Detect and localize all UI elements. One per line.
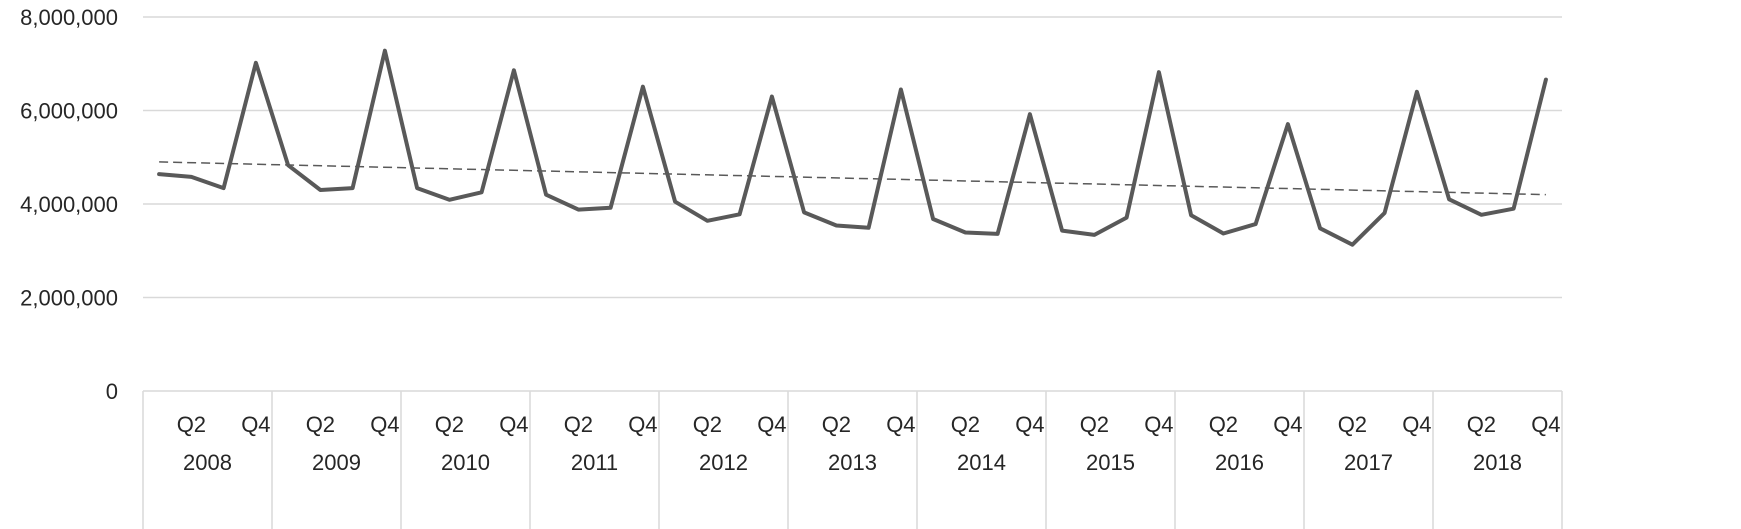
data-point [1350, 243, 1354, 247]
x-tick-label-quarter: Q4 [1273, 412, 1302, 437]
data-point [770, 94, 774, 98]
data-point [383, 49, 387, 53]
x-tick-label-quarter: Q4 [1015, 412, 1044, 437]
x-tick-label-quarter: Q2 [1080, 412, 1109, 437]
data-point [1415, 90, 1419, 94]
x-axis-tick-labels: Q2 Q4 2008 Q2 Q4 2009 Q2 Q4 2010 Q2 Q4 2011 Q2 Q4 2012… [177, 412, 1561, 475]
data-point [286, 163, 290, 167]
data-point [512, 68, 516, 72]
data-point [931, 217, 935, 221]
data-point [867, 226, 871, 230]
x-tick-label-quarter: Q2 [1467, 412, 1496, 437]
data-point [1157, 70, 1161, 74]
x-tick-label-quarter: Q4 [628, 412, 657, 437]
data-point [899, 87, 903, 91]
gridlines [143, 16, 1562, 299]
data-point [544, 193, 548, 197]
data-point [447, 198, 451, 202]
data-point [1189, 213, 1193, 217]
trendline [159, 161, 1546, 196]
data-point [157, 172, 161, 176]
data-point [189, 175, 193, 179]
x-tick-label-quarter: Q4 [1402, 412, 1431, 437]
data-point [1028, 112, 1032, 116]
x-axis [142, 390, 1563, 529]
data-point [1060, 229, 1064, 233]
y-tick-label: 4,000,000 [20, 192, 118, 217]
x-tick-label-quarter: Q2 [822, 412, 851, 437]
x-tick-label-year: 2015 [1086, 450, 1135, 475]
data-point [1286, 122, 1290, 126]
data-point [641, 85, 645, 89]
x-tick-label-quarter: Q4 [1144, 412, 1173, 437]
data-point [222, 186, 226, 190]
data-point [996, 232, 1000, 236]
data-point [415, 186, 419, 190]
x-tick-label-quarter: Q2 [306, 412, 335, 437]
y-tick-label: 6,000,000 [20, 99, 118, 124]
x-tick-label-year: 2016 [1215, 450, 1264, 475]
x-tick-label-year: 2014 [957, 450, 1006, 475]
data-point [1221, 231, 1225, 235]
data-point [351, 186, 355, 190]
x-tick-label-quarter: Q4 [370, 412, 399, 437]
x-tick-label-quarter: Q2 [564, 412, 593, 437]
data-point [738, 212, 742, 216]
data-point [802, 210, 806, 214]
y-axis-tick-labels: 0 2,000,000 4,000,000 6,000,000 8,000,000 [20, 5, 118, 404]
data-point [1318, 226, 1322, 230]
data-point [254, 61, 258, 65]
x-tick-label-quarter: Q4 [499, 412, 528, 437]
x-tick-label-quarter: Q2 [1209, 412, 1238, 437]
x-tick-label-year: 2013 [828, 450, 877, 475]
x-tick-label-quarter: Q2 [1338, 412, 1367, 437]
data-point [1544, 78, 1548, 82]
x-tick-label-year: 2011 [571, 450, 618, 475]
y-tick-label: 0 [106, 379, 118, 404]
x-tick-label-quarter: Q4 [1531, 412, 1560, 437]
trendline-layer [159, 161, 1546, 196]
x-tick-label-quarter: Q4 [241, 412, 270, 437]
series-layer [157, 48, 1548, 247]
x-tick-label-quarter: Q2 [693, 412, 722, 437]
series-line [157, 48, 1548, 247]
x-tick-label-quarter: Q2 [435, 412, 464, 437]
data-point [1383, 211, 1387, 215]
data-point [1092, 233, 1096, 237]
data-point [1447, 197, 1451, 201]
data-point [609, 206, 613, 210]
x-tick-label-quarter: Q4 [757, 412, 786, 437]
data-point [1512, 207, 1516, 211]
data-point [963, 231, 967, 235]
data-point [576, 208, 580, 212]
y-tick-label: 2,000,000 [20, 286, 118, 311]
x-tick-label-quarter: Q2 [951, 412, 980, 437]
x-tick-label-year: 2009 [312, 450, 361, 475]
data-point [480, 190, 484, 194]
data-point [318, 188, 322, 192]
data-point [705, 219, 709, 223]
x-tick-label-year: 2017 [1344, 450, 1393, 475]
x-tick-label-year: 2008 [183, 450, 232, 475]
x-tick-label-year: 2010 [441, 450, 490, 475]
y-tick-label: 8,000,000 [20, 5, 118, 30]
data-point [1125, 216, 1129, 220]
x-tick-label-year: 2012 [699, 450, 748, 475]
x-tick-label-year: 2018 [1473, 450, 1522, 475]
data-point [1254, 222, 1258, 226]
x-tick-label-quarter: Q4 [886, 412, 915, 437]
data-point [834, 224, 838, 228]
x-tick-label-quarter: Q2 [177, 412, 206, 437]
data-point [673, 200, 677, 204]
data-point [1479, 213, 1483, 217]
